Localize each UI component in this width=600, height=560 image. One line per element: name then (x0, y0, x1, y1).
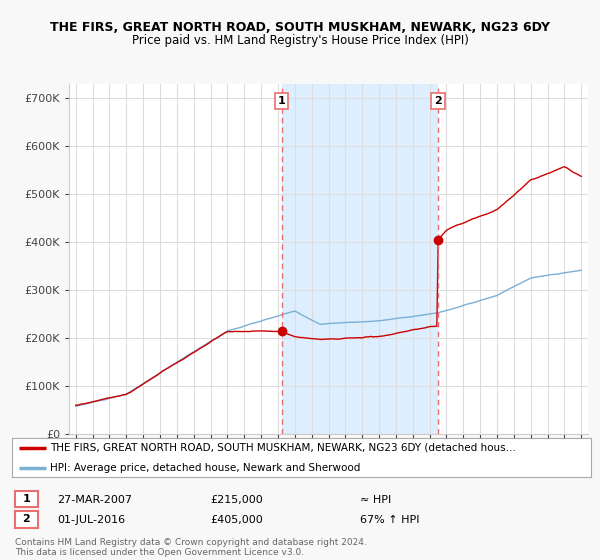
Text: 1: 1 (23, 494, 30, 504)
Text: £405,000: £405,000 (210, 515, 263, 525)
Text: THE FIRS, GREAT NORTH ROAD, SOUTH MUSKHAM, NEWARK, NG23 6DY: THE FIRS, GREAT NORTH ROAD, SOUTH MUSKHA… (50, 21, 550, 34)
Text: 27-MAR-2007: 27-MAR-2007 (57, 494, 132, 505)
Text: THE FIRS, GREAT NORTH ROAD, SOUTH MUSKHAM, NEWARK, NG23 6DY (detached hous…: THE FIRS, GREAT NORTH ROAD, SOUTH MUSKHA… (50, 443, 515, 452)
Text: 2: 2 (434, 96, 442, 106)
Text: 1: 1 (278, 96, 286, 106)
Text: ≈ HPI: ≈ HPI (360, 494, 391, 505)
Text: Price paid vs. HM Land Registry's House Price Index (HPI): Price paid vs. HM Land Registry's House … (131, 34, 469, 46)
Text: Contains HM Land Registry data © Crown copyright and database right 2024.
This d: Contains HM Land Registry data © Crown c… (15, 538, 367, 557)
Text: HPI: Average price, detached house, Newark and Sherwood: HPI: Average price, detached house, Newa… (50, 464, 360, 474)
Bar (282, 84, 438, 434)
Text: £215,000: £215,000 (210, 494, 263, 505)
Text: 01-JUL-2016: 01-JUL-2016 (57, 515, 125, 525)
Text: 67% ↑ HPI: 67% ↑ HPI (360, 515, 419, 525)
Text: 2: 2 (23, 514, 30, 524)
